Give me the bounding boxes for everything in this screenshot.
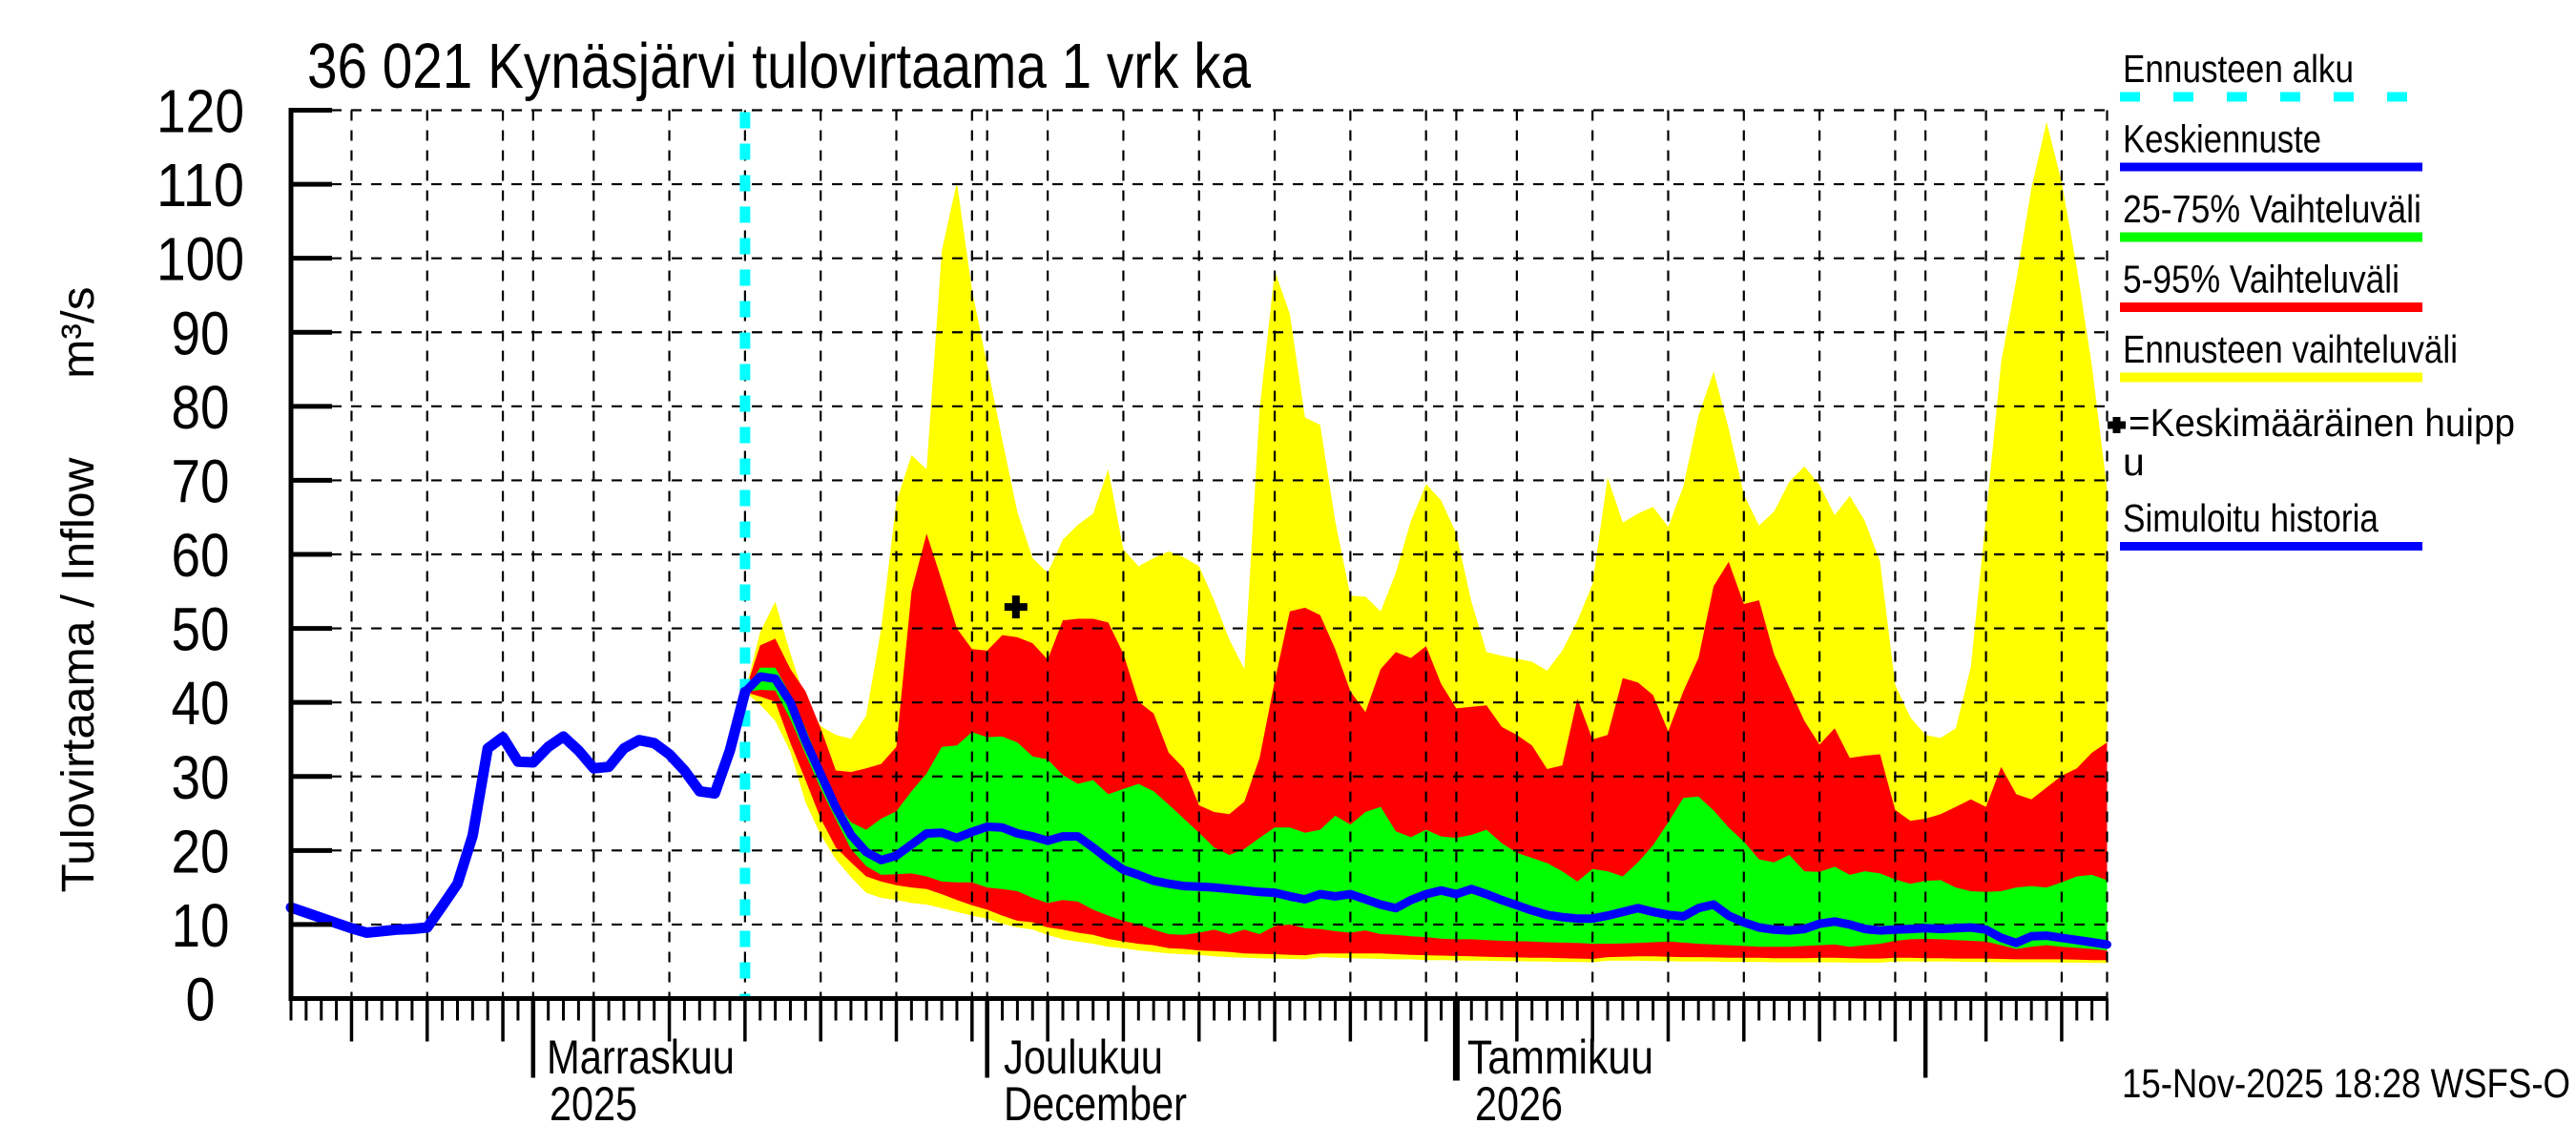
month-label-november: Marraskuu <box>547 1030 735 1084</box>
month-label-january-year: 2026 <box>1475 1077 1563 1131</box>
y-tick-label-60: 60 <box>172 521 230 590</box>
y-tick-label-90: 90 <box>172 299 230 367</box>
legend-plus-icon <box>2108 417 2126 433</box>
legend-label-25-75: 25-75% Vaihteluväli <box>2123 187 2421 231</box>
month-label-december: Joulukuu <box>1004 1030 1163 1084</box>
history-line <box>285 686 751 938</box>
chart-title: 36 021 Kynäsjärvi tulovirtaama 1 vrk ka <box>307 31 1252 102</box>
legend-label-mean-peak: =Keskimääräinen huipp <box>2129 401 2515 445</box>
y-tick-label-10: 10 <box>172 891 230 960</box>
series-lines <box>285 672 2111 949</box>
legend-label-mean-peak-wrap: u <box>2123 440 2145 484</box>
legend-label-range: Ennusteen vaihteluväli <box>2123 327 2458 371</box>
month-label-december-en: December <box>1004 1077 1187 1131</box>
median-line <box>740 672 2111 949</box>
band-25-75 <box>744 667 2108 951</box>
y-tick-label-70: 70 <box>172 447 230 515</box>
y-tick-label-0: 0 <box>186 966 216 1034</box>
y-tick-label-80: 80 <box>172 373 230 442</box>
mean-peak-marker <box>1004 595 1028 619</box>
legend-label-history: Simuloitu historia <box>2123 496 2379 540</box>
y-tick-label-50: 50 <box>172 595 230 664</box>
mean-peak-plus <box>1004 595 1028 619</box>
legend: Ennusteen alku Keskiennuste 25-75% Vaiht… <box>2108 47 2515 551</box>
y-tick-label-120: 120 <box>156 77 244 146</box>
legend-label-5-95: 5-95% Vaihteluväli <box>2123 258 2399 302</box>
y-tick-label-30: 30 <box>172 743 230 812</box>
y-tick-label-40: 40 <box>172 669 230 738</box>
gridlines <box>291 109 2109 999</box>
timestamp: 15-Nov-2025 18:28 WSFS-O <box>2122 1061 2570 1107</box>
legend-label-median: Keskiennuste <box>2123 117 2321 161</box>
y-tick-label-100: 100 <box>156 225 244 294</box>
month-labels: Marraskuu 2025 Joulukuu December Tammiku… <box>547 1030 1653 1131</box>
month-label-january: Tammikuu <box>1467 1030 1653 1084</box>
axes <box>288 108 2109 1081</box>
y-tick-label-110: 110 <box>156 151 244 219</box>
y-tick-label-20: 20 <box>172 817 230 885</box>
legend-label-forecast-start: Ennusteen alku <box>2123 47 2354 91</box>
y-axis-label: Tulovirtaama / Inflow m³/s <box>53 287 104 893</box>
month-label-november-year: 2025 <box>550 1077 637 1131</box>
fan-bands <box>744 121 2108 964</box>
